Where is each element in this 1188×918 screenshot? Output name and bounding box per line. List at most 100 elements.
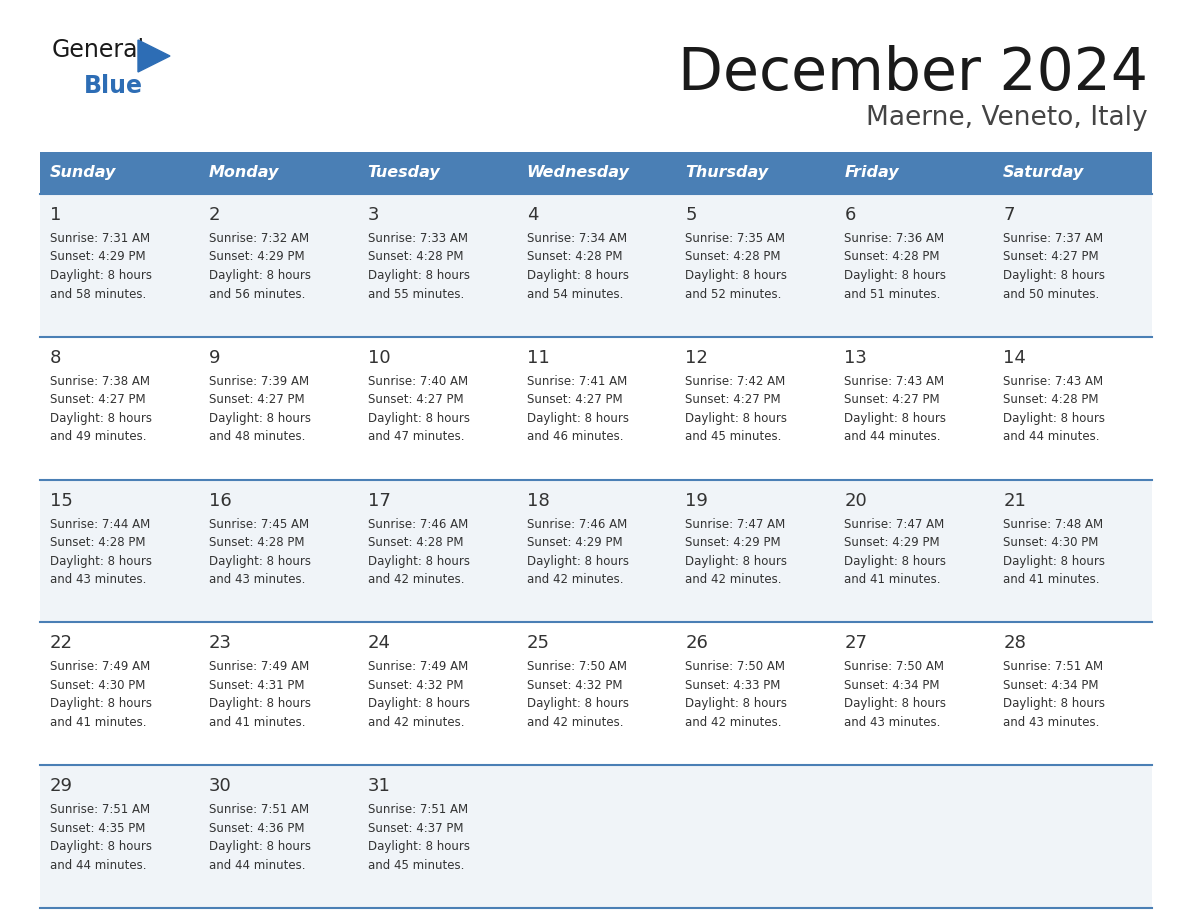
Text: 26: 26 [685,634,708,653]
Text: Daylight: 8 hours: Daylight: 8 hours [845,412,947,425]
Text: 28: 28 [1003,634,1026,653]
Text: Sunset: 4:28 PM: Sunset: 4:28 PM [1003,393,1099,407]
Text: Sunrise: 7:44 AM: Sunrise: 7:44 AM [50,518,150,531]
Text: Daylight: 8 hours: Daylight: 8 hours [526,412,628,425]
Text: 9: 9 [209,349,220,367]
Text: Sunset: 4:27 PM: Sunset: 4:27 PM [845,393,940,407]
Text: 23: 23 [209,634,232,653]
Text: Daylight: 8 hours: Daylight: 8 hours [368,412,469,425]
Text: and 58 minutes.: and 58 minutes. [50,287,146,300]
Text: Sunrise: 7:36 AM: Sunrise: 7:36 AM [845,232,944,245]
Text: and 52 minutes.: and 52 minutes. [685,287,782,300]
Text: and 42 minutes.: and 42 minutes. [368,716,465,729]
Text: and 41 minutes.: and 41 minutes. [50,716,146,729]
Text: Sunset: 4:27 PM: Sunset: 4:27 PM [209,393,304,407]
Polygon shape [138,40,170,72]
Text: 24: 24 [368,634,391,653]
Text: Sunset: 4:28 PM: Sunset: 4:28 PM [50,536,145,549]
Text: Sunset: 4:29 PM: Sunset: 4:29 PM [845,536,940,549]
Text: 6: 6 [845,206,855,224]
Text: 1: 1 [50,206,62,224]
Text: and 43 minutes.: and 43 minutes. [209,573,305,586]
Text: Sunrise: 7:51 AM: Sunrise: 7:51 AM [368,803,468,816]
Text: and 43 minutes.: and 43 minutes. [50,573,146,586]
Text: 14: 14 [1003,349,1026,367]
Text: Sunrise: 7:34 AM: Sunrise: 7:34 AM [526,232,627,245]
Text: Sunrise: 7:51 AM: Sunrise: 7:51 AM [50,803,150,816]
Text: and 55 minutes.: and 55 minutes. [368,287,465,300]
Text: 5: 5 [685,206,697,224]
Text: Tuesday: Tuesday [368,165,441,181]
Text: 29: 29 [50,778,72,795]
Text: 18: 18 [526,492,549,509]
Text: 22: 22 [50,634,72,653]
Text: 16: 16 [209,492,232,509]
Text: Sunrise: 7:32 AM: Sunrise: 7:32 AM [209,232,309,245]
Text: Daylight: 8 hours: Daylight: 8 hours [685,412,788,425]
Bar [40,152,1152,194]
Text: 13: 13 [845,349,867,367]
Text: 8: 8 [50,349,62,367]
Text: and 48 minutes.: and 48 minutes. [209,431,305,443]
Text: and 41 minutes.: and 41 minutes. [209,716,305,729]
Text: Sunset: 4:34 PM: Sunset: 4:34 PM [845,679,940,692]
Text: Daylight: 8 hours: Daylight: 8 hours [50,698,152,711]
Text: Sunset: 4:27 PM: Sunset: 4:27 PM [526,393,623,407]
Text: 21: 21 [1003,492,1026,509]
Text: 4: 4 [526,206,538,224]
Text: Sunset: 4:29 PM: Sunset: 4:29 PM [685,536,781,549]
Text: Daylight: 8 hours: Daylight: 8 hours [685,698,788,711]
Text: Maerne, Veneto, Italy: Maerne, Veneto, Italy [866,105,1148,131]
Text: and 43 minutes.: and 43 minutes. [1003,716,1100,729]
Text: Sunset: 4:30 PM: Sunset: 4:30 PM [50,679,145,692]
Text: Sunrise: 7:43 AM: Sunrise: 7:43 AM [845,375,944,387]
Text: and 44 minutes.: and 44 minutes. [845,431,941,443]
Text: and 50 minutes.: and 50 minutes. [1003,287,1099,300]
Text: 2: 2 [209,206,220,224]
Text: 3: 3 [368,206,379,224]
Text: Blue: Blue [84,74,143,98]
Text: Sunset: 4:28 PM: Sunset: 4:28 PM [209,536,304,549]
Text: Sunset: 4:27 PM: Sunset: 4:27 PM [368,393,463,407]
Text: and 46 minutes.: and 46 minutes. [526,431,623,443]
Text: Sunrise: 7:48 AM: Sunrise: 7:48 AM [1003,518,1104,531]
Text: 31: 31 [368,778,391,795]
Bar [40,337,1152,479]
Text: Daylight: 8 hours: Daylight: 8 hours [685,554,788,567]
Text: Daylight: 8 hours: Daylight: 8 hours [526,554,628,567]
Text: Sunset: 4:27 PM: Sunset: 4:27 PM [685,393,781,407]
Text: and 41 minutes.: and 41 minutes. [845,573,941,586]
Text: Daylight: 8 hours: Daylight: 8 hours [845,269,947,282]
Text: and 45 minutes.: and 45 minutes. [685,431,782,443]
Text: Sunrise: 7:47 AM: Sunrise: 7:47 AM [685,518,785,531]
Text: Friday: Friday [845,165,899,181]
Text: Sunset: 4:28 PM: Sunset: 4:28 PM [368,251,463,263]
Text: Daylight: 8 hours: Daylight: 8 hours [526,269,628,282]
Text: Daylight: 8 hours: Daylight: 8 hours [209,412,311,425]
Text: Daylight: 8 hours: Daylight: 8 hours [526,698,628,711]
Text: Sunset: 4:29 PM: Sunset: 4:29 PM [50,251,146,263]
Text: and 42 minutes.: and 42 minutes. [526,573,623,586]
Bar [40,766,1152,908]
Text: Monday: Monday [209,165,279,181]
Text: Sunrise: 7:51 AM: Sunrise: 7:51 AM [1003,660,1104,674]
Text: Sunset: 4:31 PM: Sunset: 4:31 PM [209,679,304,692]
Text: Sunset: 4:35 PM: Sunset: 4:35 PM [50,822,145,834]
Text: Sunset: 4:30 PM: Sunset: 4:30 PM [1003,536,1099,549]
Text: Daylight: 8 hours: Daylight: 8 hours [209,840,311,853]
Text: and 49 minutes.: and 49 minutes. [50,431,146,443]
Text: 12: 12 [685,349,708,367]
Text: Sunrise: 7:49 AM: Sunrise: 7:49 AM [209,660,309,674]
Text: Sunset: 4:29 PM: Sunset: 4:29 PM [526,536,623,549]
Text: Sunrise: 7:33 AM: Sunrise: 7:33 AM [368,232,468,245]
Text: Daylight: 8 hours: Daylight: 8 hours [209,698,311,711]
Text: Sunrise: 7:38 AM: Sunrise: 7:38 AM [50,375,150,387]
Text: Sunset: 4:28 PM: Sunset: 4:28 PM [685,251,781,263]
Bar [40,622,1152,766]
Text: Sunrise: 7:51 AM: Sunrise: 7:51 AM [209,803,309,816]
Text: Sunrise: 7:50 AM: Sunrise: 7:50 AM [526,660,626,674]
Text: Daylight: 8 hours: Daylight: 8 hours [368,269,469,282]
Text: and 51 minutes.: and 51 minutes. [845,287,941,300]
Text: Sunset: 4:34 PM: Sunset: 4:34 PM [1003,679,1099,692]
Text: December 2024: December 2024 [678,45,1148,102]
